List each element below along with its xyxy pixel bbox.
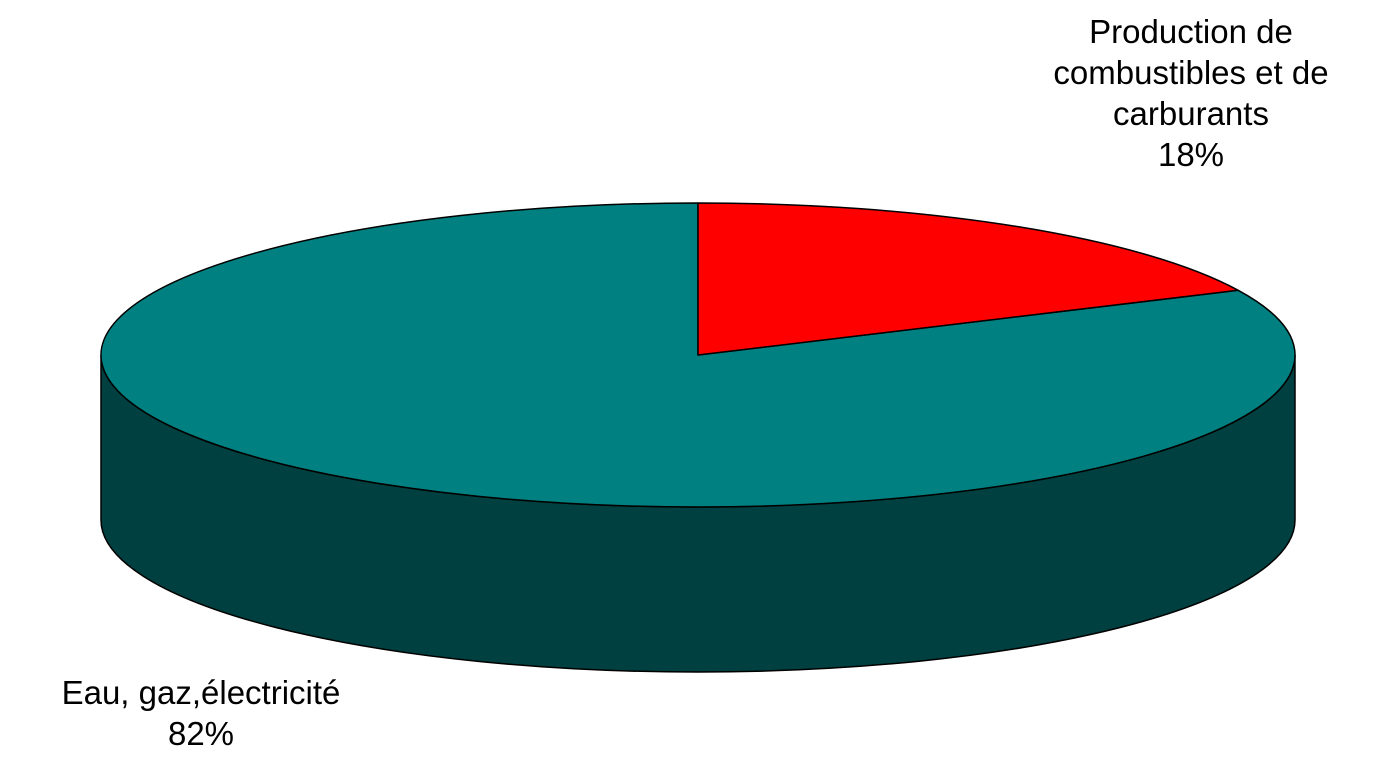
slice-value-label: 82% [167,715,235,752]
slice-label-line: combustibles et de [1053,54,1329,91]
pie-top-layer [100,202,1296,508]
slice-label-line: carburants [1113,95,1269,132]
pie-slice-1 [697,202,1239,356]
slice-value-label: 18% [1157,136,1225,173]
pie-slice-0 [100,202,1296,508]
slice-label-line: Eau, gaz,électricité [61,674,341,711]
slice-label-eau-gaz-electricite: Eau, gaz,électricité 82% [0,672,402,754]
slice-label-production-combustibles: Production de combustibles et de carbura… [1006,11,1376,175]
slice-label-line: Production de [1089,13,1293,50]
